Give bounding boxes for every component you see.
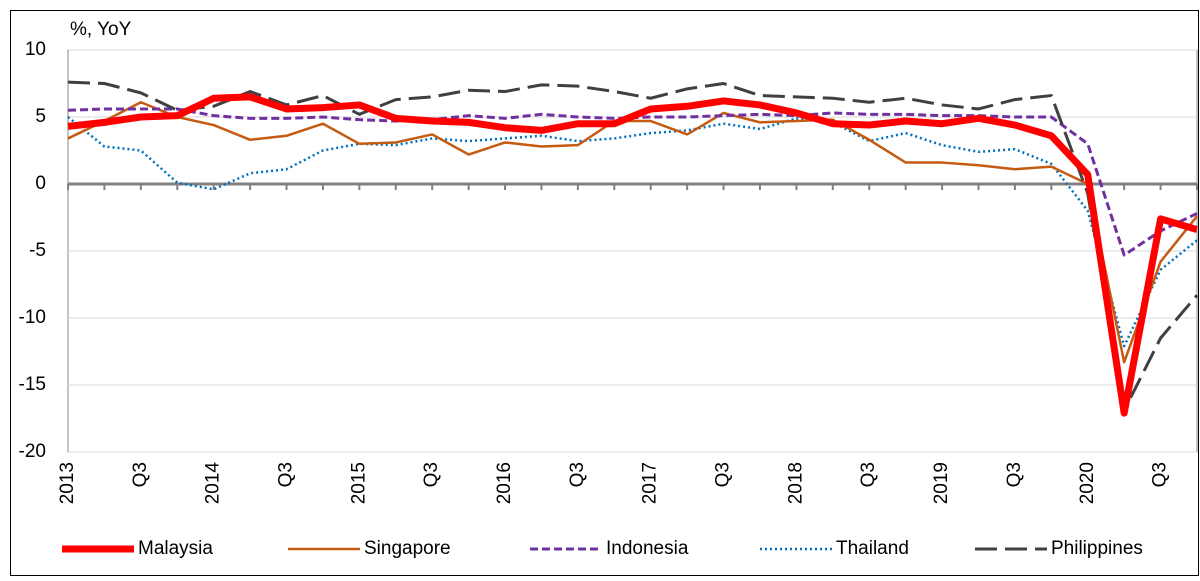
x-tick-label: Q3	[276, 462, 297, 487]
y-tick-label: 5	[35, 106, 46, 127]
x-tick-label: Q3	[713, 462, 734, 487]
x-tick-label: 2016	[494, 462, 515, 504]
y-tick-label: -5	[29, 240, 46, 261]
y-tick-label: -10	[19, 307, 46, 328]
series-line	[67, 116, 1198, 348]
x-tick-label: Q3	[130, 462, 151, 487]
y-tick-label: 10	[25, 39, 46, 60]
x-tick-label: Q3	[567, 462, 588, 487]
x-tick-label: Q3	[858, 462, 879, 487]
legend-label: Philippines	[1051, 538, 1143, 559]
y-axis-label: %, YoY	[70, 19, 132, 40]
series-line	[67, 80, 1199, 412]
x-tick-label: 2013	[57, 462, 78, 504]
series-line	[67, 101, 1198, 364]
x-tick-label: Q3	[421, 462, 442, 487]
x-tick-label: Q3	[1004, 462, 1025, 487]
x-tick-label: 2018	[785, 462, 806, 504]
series-line	[67, 93, 1198, 417]
x-tick-label: 2014	[203, 462, 224, 505]
y-tick-label: -15	[19, 374, 46, 395]
x-tick-label: 2017	[640, 462, 661, 504]
legend-label: Thailand	[836, 538, 909, 559]
x-tick-label: 2019	[931, 462, 952, 504]
y-tick-label: -20	[19, 441, 46, 462]
y-tick-label: 0	[35, 173, 46, 194]
legend-label: Indonesia	[606, 538, 689, 559]
x-tick-label: 2015	[348, 462, 369, 504]
legend-label: Singapore	[364, 538, 451, 559]
x-tick-label: Q3	[1150, 462, 1171, 487]
legend-label: Malaysia	[138, 538, 213, 559]
frame	[10, 10, 1199, 576]
x-tick-label: 2020	[1077, 462, 1098, 504]
